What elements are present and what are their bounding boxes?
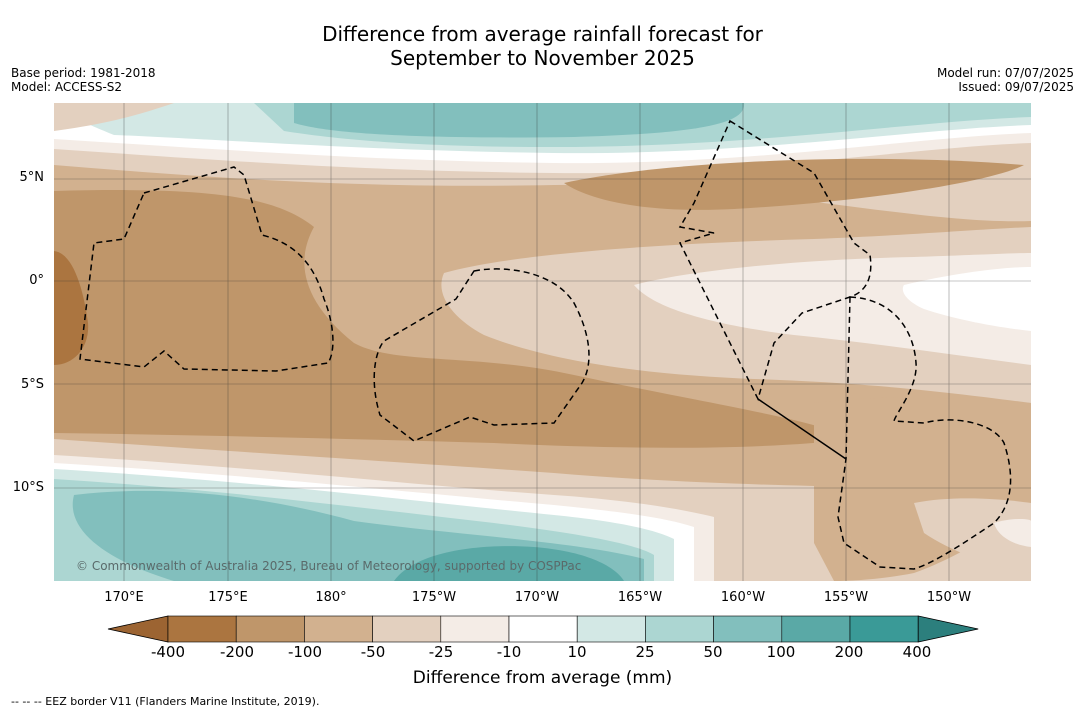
lon-label-180: 180° <box>315 590 347 605</box>
eez-footnote: -- -- -- EEZ border V11 (Flanders Marine… <box>11 695 320 708</box>
lon-label-175w: 175°W <box>411 590 457 605</box>
copyright-note: © Commonwealth of Australia 2025, Bureau… <box>76 559 582 573</box>
eez-cook <box>837 296 1012 570</box>
cb-tick-2: -100 <box>287 643 323 661</box>
colorbar <box>107 615 979 643</box>
colorbar-segment <box>304 615 373 643</box>
colorbar-segment <box>849 615 919 643</box>
colorbar-segment <box>235 615 305 643</box>
colorbar-segment <box>645 615 714 643</box>
cb-tick-11: 400 <box>902 643 932 661</box>
lon-label-175e: 175°E <box>208 590 248 605</box>
west-dark-dry <box>54 190 854 448</box>
issued-date: Issued: 09/07/2025 <box>958 80 1074 94</box>
colorbar-segment <box>781 615 851 643</box>
lon-label-165w: 165°W <box>617 590 663 605</box>
colorbar-segment <box>167 615 237 643</box>
east-white-band <box>902 267 1031 331</box>
lon-label-170e: 170°E <box>104 590 144 605</box>
cb-tick-7: 25 <box>635 643 655 661</box>
eez-tuvalu <box>79 166 334 372</box>
colorbar-segment <box>713 615 783 643</box>
eez-tokelau <box>373 268 590 442</box>
colorbar-arrow-high <box>917 615 979 643</box>
meta-right: Model run: 07/07/2025 Issued: 09/07/2025 <box>937 66 1074 94</box>
eez-borders <box>79 119 1012 570</box>
cb-tick-0: -400 <box>150 643 186 661</box>
west-darkest-dry <box>54 251 89 365</box>
map-gridlines <box>54 103 1031 581</box>
colorbar-segment <box>576 615 646 643</box>
lat-label-5s: 5°S <box>20 377 44 392</box>
cb-tick-4: -25 <box>428 643 454 661</box>
rainfall-map: © Commonwealth of Australia 2025, Bureau… <box>54 103 1031 581</box>
model-name: Model: ACCESS-S2 <box>11 80 123 94</box>
chart-title: Difference from average rainfall forecas… <box>0 22 1085 70</box>
southeast-white-patch <box>994 519 1031 547</box>
lat-label-10s: 10°S <box>12 480 44 495</box>
lon-label-160w: 160°W <box>720 590 766 605</box>
eez-phoenix <box>678 119 872 402</box>
model-run: Model run: 07/07/2025 <box>936 66 1074 80</box>
south-green-darkest <box>394 546 624 581</box>
north-dark-dry <box>564 158 1024 210</box>
cb-tick-1: -200 <box>219 643 255 661</box>
map-svg <box>54 103 1031 581</box>
lon-label-155w: 155°W <box>823 590 869 605</box>
lon-label-170w: 170°W <box>514 590 560 605</box>
north-green-dark <box>294 103 745 138</box>
colorbar-segment <box>440 615 510 643</box>
eez-solid-segment <box>757 398 847 460</box>
colorbar-segment <box>508 615 578 643</box>
title-line-1: Difference from average rainfall forecas… <box>322 22 763 46</box>
cb-tick-5: -10 <box>496 643 522 661</box>
north-corner-brown <box>54 103 174 131</box>
title-line-2: September to November 2025 <box>390 46 695 70</box>
cb-tick-10: 200 <box>834 643 864 661</box>
cb-tick-3: -50 <box>360 643 386 661</box>
lon-label-150w: 150°W <box>926 590 972 605</box>
meta-left: Base period: 1981-2018 Model: ACCESS-S2 <box>11 66 156 94</box>
southeast-pale-patch <box>914 498 1031 573</box>
lat-label-5n: 5°N <box>19 170 45 185</box>
colorbar-segment <box>372 615 442 643</box>
cb-tick-6: 10 <box>567 643 587 661</box>
cb-tick-9: 100 <box>766 643 796 661</box>
cb-tick-8: 50 <box>703 643 723 661</box>
colorbar-arrow-low <box>107 615 169 643</box>
base-period: Base period: 1981-2018 <box>11 66 156 80</box>
colorbar-title: Difference from average (mm) <box>412 668 673 688</box>
lat-label-0: 0° <box>29 273 44 288</box>
